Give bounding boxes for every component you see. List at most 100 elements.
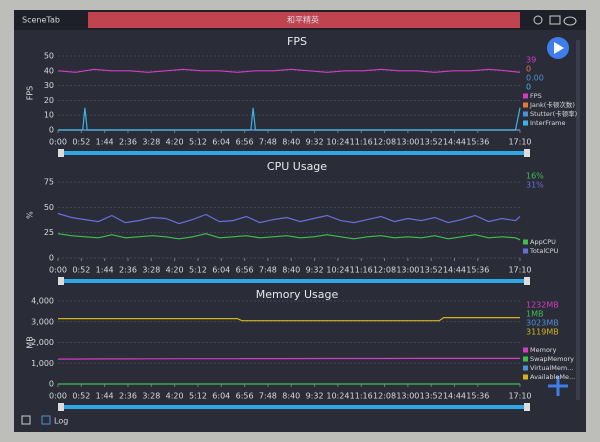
- x-tick-label: 0:00: [49, 138, 67, 147]
- range-slider[interactable]: [58, 279, 530, 283]
- folder-icon[interactable]: [549, 15, 561, 25]
- legend-label[interactable]: AppCPU: [530, 238, 556, 246]
- location-icon[interactable]: [533, 15, 543, 25]
- legend-label[interactable]: TotalCPU: [529, 247, 559, 255]
- y-tick-label: 20: [44, 96, 54, 105]
- legend-label[interactable]: FPS: [530, 92, 542, 100]
- y-tick-label: 3,000: [31, 317, 54, 326]
- x-tick-label: 7:48: [259, 138, 277, 147]
- tab-label[interactable]: SceneTab: [22, 16, 60, 25]
- legend-label[interactable]: Memory: [530, 346, 557, 354]
- x-tick-label: 10:24: [326, 138, 349, 147]
- y-tick-label: 2,000: [31, 338, 54, 347]
- slider-handle[interactable]: [524, 403, 530, 411]
- legend-swatch[interactable]: [523, 102, 528, 108]
- x-tick-label: 12:08: [373, 138, 396, 147]
- x-tick-label: 4:20: [166, 266, 184, 275]
- x-tick-label: 1:44: [96, 138, 114, 147]
- chart-title: Memory Usage: [256, 288, 339, 301]
- legend-swatch[interactable]: [523, 374, 528, 380]
- x-tick-label: 13:00: [396, 392, 419, 401]
- x-tick-label: 6:04: [212, 266, 230, 275]
- legend-label[interactable]: VirtualMem...: [530, 364, 573, 372]
- add-button[interactable]: [548, 376, 568, 396]
- legend-label[interactable]: InterFrame: [530, 119, 566, 127]
- legend-swatch[interactable]: [523, 347, 528, 353]
- x-tick-label: 7:48: [259, 266, 277, 275]
- legend-swatch[interactable]: [523, 93, 528, 99]
- legend-swatch[interactable]: [523, 111, 528, 117]
- x-tick-label: 6:56: [236, 138, 254, 147]
- play-icon: [554, 42, 564, 54]
- x-tick-label: 6:04: [212, 138, 230, 147]
- y-tick-label: 10: [44, 111, 54, 120]
- current-value: 3023MB: [526, 319, 559, 328]
- y-axis-label: %: [26, 211, 35, 219]
- legend-label[interactable]: AvailableMe...: [530, 373, 575, 381]
- x-tick-label: 4:20: [166, 138, 184, 147]
- legend-swatch[interactable]: [523, 248, 528, 254]
- y-axis-label: FPS: [26, 86, 35, 101]
- x-tick-label: 3:28: [142, 138, 160, 147]
- log-label[interactable]: Log: [54, 417, 68, 426]
- legend-label[interactable]: Jank(卡顿次数): [529, 100, 575, 109]
- slider-handle[interactable]: [524, 149, 530, 157]
- chart-title: CPU Usage: [267, 160, 327, 173]
- current-value: 39: [526, 56, 536, 65]
- range-slider[interactable]: [58, 405, 530, 409]
- legend-swatch[interactable]: [523, 356, 528, 362]
- legend-label[interactable]: SwapMemory: [530, 355, 574, 363]
- x-tick-label: 8:40: [282, 138, 300, 147]
- series-line: [57, 212, 521, 225]
- x-tick-label: 11:16: [350, 392, 373, 401]
- y-tick-label: 75: [44, 178, 54, 187]
- x-tick-label: 3:28: [142, 392, 160, 401]
- current-value: 16%: [526, 172, 544, 181]
- current-value: 0.00: [526, 74, 544, 83]
- x-tick-label: 14:44: [443, 392, 466, 401]
- x-tick-label: 14:44: [443, 138, 466, 147]
- x-tick-label: 13:00: [396, 138, 419, 147]
- y-tick-label: 25: [44, 228, 54, 237]
- legend-swatch[interactable]: [523, 239, 528, 245]
- slider-handle[interactable]: [58, 277, 64, 285]
- x-tick-label: 2:36: [119, 392, 137, 401]
- slider-handle[interactable]: [58, 403, 64, 411]
- x-tick-label: 2:36: [119, 138, 137, 147]
- current-value: 31%: [526, 181, 544, 190]
- y-tick-label: 40: [44, 66, 54, 75]
- slider-handle[interactable]: [524, 277, 530, 285]
- cloud-icon[interactable]: [563, 16, 577, 26]
- slider-handle[interactable]: [58, 149, 64, 157]
- x-tick-label: 11:16: [350, 266, 373, 275]
- expand-button[interactable]: [21, 415, 31, 425]
- current-value: 0: [526, 83, 531, 92]
- x-tick-label: 6:56: [236, 266, 254, 275]
- x-tick-label: 5:12: [189, 266, 207, 275]
- app-bar: [88, 12, 520, 28]
- x-tick-label: 13:52: [420, 266, 443, 275]
- x-tick-label: 6:56: [236, 392, 254, 401]
- app-name: 和平精英: [287, 15, 319, 25]
- series-line: [57, 357, 520, 360]
- legend-swatch[interactable]: [523, 120, 528, 126]
- range-slider[interactable]: [58, 151, 530, 155]
- log-checkbox[interactable]: [41, 415, 51, 425]
- legend-label[interactable]: Stutter(卡顿率): [530, 109, 577, 118]
- series-line: [57, 68, 521, 73]
- series-line: [58, 107, 521, 131]
- x-tick-label: 5:12: [189, 138, 207, 147]
- x-tick-label: 10:24: [326, 266, 349, 275]
- x-tick-label: 5:12: [189, 392, 207, 401]
- current-value: 1232MB: [526, 301, 559, 310]
- scrollbar[interactable]: [576, 40, 580, 400]
- y-tick-label: 50: [44, 52, 54, 61]
- x-tick-label: 17:10: [508, 392, 531, 401]
- x-tick-label: 1:44: [96, 392, 114, 401]
- x-tick-label: 17:10: [508, 266, 531, 275]
- x-tick-label: 15:36: [466, 138, 489, 147]
- x-tick-label: 0:52: [72, 138, 90, 147]
- legend-swatch[interactable]: [523, 365, 528, 371]
